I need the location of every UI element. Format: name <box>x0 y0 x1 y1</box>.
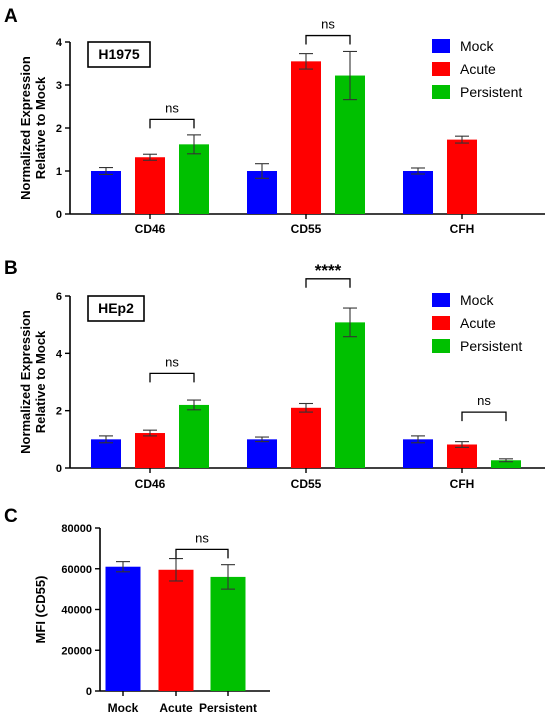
category-label: CD55 <box>291 477 322 491</box>
panel-c: C 0 20000 40000 60000 80000 MFI (CD55) Mock Acut… <box>4 506 270 715</box>
y-tick-label: 4 <box>56 348 63 360</box>
significance-bracket <box>305 34 351 45</box>
category-label: Persistent <box>199 701 257 715</box>
significance-bracket <box>305 278 351 288</box>
legend-label: Persistent <box>460 338 522 354</box>
cell-line-box <box>87 41 151 68</box>
significance-label: ns <box>165 100 179 115</box>
y-tick-label: 3 <box>56 80 62 92</box>
bar <box>158 569 194 691</box>
panel-letter: A <box>4 6 18 27</box>
y-axis-label-line: Relative to Mock <box>33 76 48 179</box>
significance-label: **** <box>315 261 342 280</box>
legend-label: Mock <box>460 292 494 308</box>
significance-bracket <box>149 372 195 383</box>
bar <box>105 566 141 691</box>
bar <box>247 439 277 468</box>
category-label: CFH <box>450 477 475 491</box>
y-tick-label: 6 <box>56 291 62 303</box>
legend-label: Acute <box>460 315 496 331</box>
category-label: CD46 <box>135 477 166 491</box>
bar <box>291 407 321 468</box>
panel-a: A 0 1 2 3 4 Normalized ExpressionRelative to M… <box>4 6 545 236</box>
significance-bracket <box>175 548 229 559</box>
y-axis-label: Normalized ExpressionRelative to Mock <box>18 56 48 200</box>
bar <box>135 433 165 468</box>
bar <box>491 460 521 468</box>
y-tick-label: 60000 <box>61 564 92 576</box>
bar <box>403 171 433 214</box>
bar <box>335 322 365 468</box>
cell-line-label: H1975 <box>98 46 139 62</box>
legend-swatch <box>432 316 450 330</box>
cell-line-box <box>87 295 145 322</box>
bar <box>210 576 246 691</box>
bar <box>91 439 121 468</box>
bar <box>179 404 209 468</box>
y-tick-label: 4 <box>56 37 63 49</box>
y-tick-label: 80000 <box>61 523 92 535</box>
bar <box>447 139 477 214</box>
legend-swatch <box>432 39 450 53</box>
legend-swatch <box>432 293 450 307</box>
legend-swatch <box>432 85 450 99</box>
y-tick-label: 2 <box>56 123 62 135</box>
significance-label: ns <box>195 530 209 545</box>
y-axis-label: MFI (CD55) <box>33 576 48 644</box>
bar <box>91 171 121 214</box>
y-tick-label: 1 <box>56 166 62 178</box>
legend-label: Acute <box>460 61 496 77</box>
y-axis-label-line: Normalized Expression <box>18 56 33 200</box>
significance-label: ns <box>477 393 491 408</box>
significance-bracket <box>149 118 195 129</box>
bar <box>179 144 209 214</box>
cell-line-label: HEp2 <box>98 300 134 316</box>
significance-label: ns <box>321 17 335 32</box>
bar <box>403 439 433 468</box>
y-axis-label-line: Relative to Mock <box>33 330 48 433</box>
bar <box>291 61 321 214</box>
category-label: CFH <box>450 222 475 236</box>
panel-letter: B <box>4 258 18 279</box>
y-axis-label: Normalized ExpressionRelative to Mock <box>18 310 48 454</box>
panel-b: B 0 2 4 6 Normalized ExpressionRelative to Mo… <box>4 258 545 491</box>
y-tick-label: 0 <box>56 463 62 475</box>
category-label: Acute <box>159 701 193 715</box>
y-tick-label: 0 <box>86 686 92 698</box>
legend-label: Persistent <box>460 84 522 100</box>
bar <box>447 444 477 468</box>
y-tick-label: 0 <box>56 209 62 221</box>
y-tick-label: 40000 <box>61 605 92 617</box>
category-label: CD55 <box>291 222 322 236</box>
legend-swatch <box>432 62 450 76</box>
legend-label: Mock <box>460 38 494 54</box>
significance-bracket <box>461 411 507 422</box>
significance-label: ns <box>165 354 179 369</box>
category-label: CD46 <box>135 222 166 236</box>
legend-swatch <box>432 339 450 353</box>
bar <box>135 157 165 214</box>
y-axis-label-line: Normalized Expression <box>18 310 33 454</box>
y-tick-label: 2 <box>56 406 62 418</box>
y-tick-label: 20000 <box>61 645 92 657</box>
panel-letter: C <box>4 506 18 527</box>
category-label: Mock <box>108 701 139 715</box>
